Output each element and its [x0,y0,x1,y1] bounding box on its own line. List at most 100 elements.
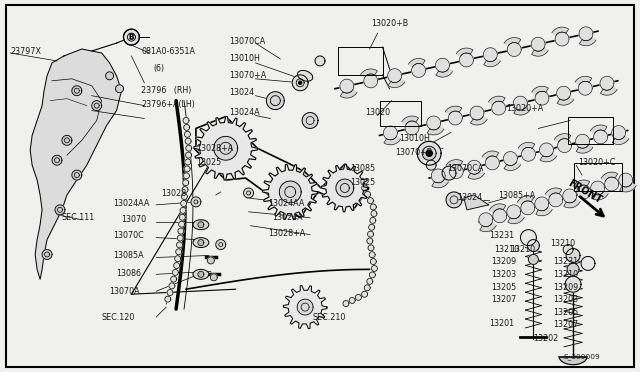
Text: 13210: 13210 [550,239,575,248]
Polygon shape [594,130,607,144]
Polygon shape [365,191,371,197]
Polygon shape [508,215,524,224]
Polygon shape [116,85,124,93]
Polygon shape [590,125,607,134]
Polygon shape [405,121,419,135]
Polygon shape [592,191,608,200]
Bar [338,47,383,75]
Polygon shape [371,266,378,272]
Polygon shape [362,185,367,191]
Text: 13201: 13201 [489,320,514,328]
Polygon shape [186,152,191,158]
Polygon shape [52,155,62,165]
Polygon shape [321,164,369,212]
Polygon shape [181,193,188,199]
Polygon shape [532,86,548,94]
Text: 13028+A: 13028+A [196,144,233,153]
Polygon shape [198,240,204,246]
Polygon shape [514,107,531,115]
Polygon shape [299,81,301,84]
Polygon shape [504,38,521,46]
Polygon shape [579,38,596,46]
Text: 13203: 13203 [553,295,579,304]
Text: S_300009: S_300009 [563,353,600,360]
Polygon shape [619,173,632,187]
Polygon shape [507,205,521,219]
Text: 081A0-6351A: 081A0-6351A [141,46,195,55]
Polygon shape [540,143,554,157]
Polygon shape [456,48,473,56]
Polygon shape [531,37,545,51]
Polygon shape [591,181,605,195]
Polygon shape [360,69,378,77]
Text: 13070A: 13070A [109,287,140,296]
Polygon shape [445,106,462,115]
Polygon shape [449,111,462,125]
Polygon shape [513,96,527,110]
Polygon shape [573,180,589,189]
Polygon shape [576,145,593,153]
Polygon shape [302,113,318,128]
Polygon shape [211,274,217,281]
Polygon shape [184,173,189,179]
Text: 13025: 13025 [350,177,375,186]
Text: 13024: 13024 [457,193,482,202]
Polygon shape [432,179,449,188]
Ellipse shape [193,220,209,230]
Text: 13203: 13203 [491,270,516,279]
Polygon shape [175,256,180,262]
Polygon shape [540,154,557,162]
Polygon shape [180,201,187,206]
Polygon shape [412,64,426,77]
Polygon shape [483,48,497,62]
Polygon shape [266,92,284,110]
Text: 13085A: 13085A [113,251,144,260]
Ellipse shape [193,269,209,279]
Polygon shape [555,32,569,46]
Text: 13086: 13086 [116,269,141,278]
Polygon shape [183,118,189,124]
Polygon shape [485,156,499,170]
Text: 13085+A: 13085+A [499,192,536,201]
Polygon shape [567,263,579,275]
Polygon shape [367,231,374,237]
Bar [380,101,421,126]
Polygon shape [165,296,171,302]
Polygon shape [178,228,184,234]
Polygon shape [367,238,373,244]
Polygon shape [315,56,325,66]
Polygon shape [620,183,636,192]
Text: 13202: 13202 [533,334,559,343]
Polygon shape [198,271,204,277]
Ellipse shape [193,238,209,247]
Text: 13024AA: 13024AA [268,199,305,208]
Bar [574,163,621,191]
Polygon shape [518,142,535,151]
Polygon shape [467,160,481,174]
Polygon shape [355,294,362,300]
Polygon shape [349,298,355,304]
Polygon shape [559,357,587,365]
Polygon shape [371,259,376,264]
Polygon shape [417,141,441,165]
Polygon shape [364,74,378,88]
Text: 13210: 13210 [493,245,519,254]
Polygon shape [371,211,377,217]
Polygon shape [426,150,432,156]
Polygon shape [449,165,463,179]
Polygon shape [186,145,192,151]
Polygon shape [184,131,190,137]
Polygon shape [343,301,349,307]
Ellipse shape [298,70,313,81]
Polygon shape [279,181,301,203]
Text: 13024AA: 13024AA [113,199,150,208]
Polygon shape [479,213,493,227]
Polygon shape [552,27,568,35]
Text: 23796   (RH): 23796 (RH) [141,86,192,95]
Polygon shape [367,198,373,203]
Polygon shape [484,58,500,67]
Polygon shape [492,101,506,115]
Polygon shape [436,69,452,77]
Polygon shape [529,254,538,264]
Polygon shape [563,189,577,203]
